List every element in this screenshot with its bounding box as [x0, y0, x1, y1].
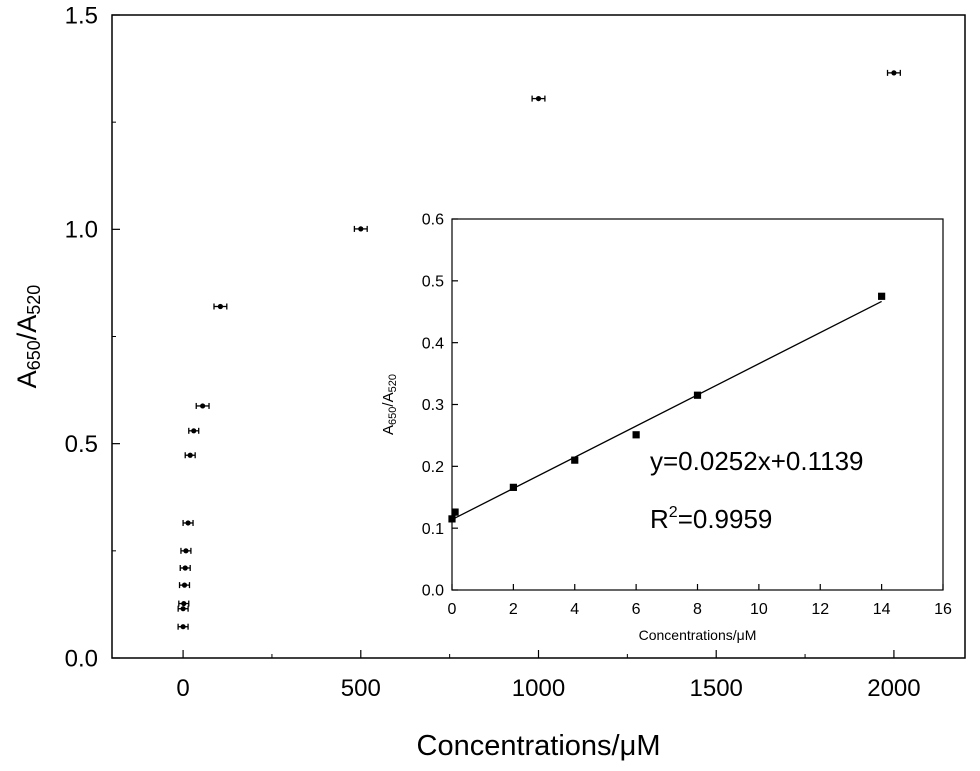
- main-x-tick-label: 2000: [867, 675, 920, 702]
- inset-y-axis-label-sub1: 650: [387, 407, 399, 425]
- inset-x-tick-label: 0: [448, 601, 457, 618]
- main-y-tick-label: 1.5: [65, 2, 98, 29]
- inset-y-tick-label: 0.2: [422, 459, 444, 476]
- inset-data-point: [878, 292, 886, 300]
- main-data-point: [200, 403, 206, 409]
- inset-x-axis-label: Concentrations/μM: [639, 627, 757, 643]
- main-data-point: [535, 95, 542, 102]
- inset-data-point: [451, 508, 459, 516]
- inset-data-point: [632, 431, 640, 439]
- inset-data-points: [448, 292, 886, 523]
- inset-y-axis-label-slash: /A: [380, 392, 397, 406]
- inset-plot-frame: [451, 218, 944, 591]
- inset-y-tick-label: 0.6: [422, 212, 444, 229]
- main-data-point: [217, 303, 224, 310]
- inset-y-axis-label-base: A: [380, 425, 397, 435]
- inset-x-tick-label: 12: [811, 601, 829, 618]
- fit-equation: y=0.0252x+0.1139: [650, 446, 863, 476]
- main-x-tick-label: 1000: [512, 675, 565, 702]
- inset-x-tick-label: 6: [632, 601, 641, 618]
- inset-y-tick-label: 0.4: [422, 335, 444, 352]
- main-data-point: [181, 582, 188, 588]
- inset-y-axis-label-sub2: 520: [387, 374, 399, 392]
- inset-data-point: [448, 515, 456, 523]
- inset-data-point: [509, 483, 517, 491]
- main-data-point: [180, 606, 186, 612]
- main-y-axis-label-sub1: 650: [24, 340, 44, 370]
- main-y-axis-label: A650/A520: [12, 285, 44, 389]
- main-x-tick-label: 500: [341, 675, 381, 702]
- inset-x-tick-label: 10: [750, 601, 768, 618]
- inset-y-tick-label: 0.0: [422, 583, 444, 600]
- main-data-point: [183, 548, 189, 554]
- inset-data-point: [571, 456, 579, 464]
- inset-fit-line: [451, 300, 882, 521]
- main-y-axis-label-base: A: [12, 370, 42, 388]
- main-data-point: [358, 226, 364, 232]
- inset-y-axis-label: A650/A520: [380, 374, 399, 435]
- main-data-points: [177, 69, 901, 630]
- main-data-point: [180, 624, 186, 630]
- inset-x-axis: 0 2 4 6 8 10 12 14 16: [448, 584, 952, 618]
- main-y-axis-label-sub2: 520: [24, 285, 44, 315]
- main-y-tick-label: 0.5: [65, 431, 98, 458]
- inset-y-tick-label: 0.5: [422, 273, 444, 290]
- main-data-point: [891, 70, 897, 76]
- main-x-tick-label: 1500: [690, 675, 743, 702]
- inset-x-tick-label: 14: [873, 601, 891, 618]
- r-squared-value: =0.9959: [678, 504, 773, 534]
- main-data-point: [191, 428, 197, 434]
- main-chart: 0 500 1000 1500 2000 0.0 0.5 1.0 1.5 Concentrat…: [12, 2, 966, 762]
- main-x-axis: 0 500 1000 1500 2000: [176, 650, 921, 702]
- inset-y-axis: 0.0 0.1 0.2 0.3 0.4 0.5 0.6: [422, 212, 458, 600]
- main-data-point: [182, 565, 188, 571]
- inset-x-tick-label: 2: [509, 601, 518, 618]
- r-squared: R2=0.9959: [650, 504, 772, 534]
- main-data-point: [187, 452, 193, 458]
- inset-y-tick-label: 0.1: [422, 521, 444, 538]
- r-squared-superscript: 2: [669, 504, 678, 521]
- main-y-tick-label: 0.0: [65, 645, 98, 672]
- main-data-point: [181, 600, 187, 607]
- r-squared-base: R: [650, 504, 669, 534]
- main-y-tick-label: 1.0: [65, 217, 98, 244]
- main-y-axis: 0.0 0.5 1.0 1.5: [65, 2, 120, 672]
- main-plot-frame: [111, 14, 966, 659]
- inset-x-tick-label: 16: [934, 601, 952, 618]
- inset-x-tick-label: 4: [570, 601, 579, 618]
- main-x-axis-label: Concentrations/μM: [417, 730, 661, 762]
- main-y-axis-label-slash: /A: [12, 315, 42, 341]
- inset-data-point: [693, 391, 702, 399]
- inset-y-tick-label: 0.3: [422, 397, 444, 414]
- inset-chart: 0 2 4 6 8 10 12 14 16 0.0 0.1 0.2 0.3 0.4 0.5 0.6 Conc…: [380, 212, 952, 643]
- inset-x-tick-label: 8: [693, 601, 702, 618]
- main-data-point: [185, 520, 191, 526]
- main-x-tick-label: 0: [176, 675, 189, 702]
